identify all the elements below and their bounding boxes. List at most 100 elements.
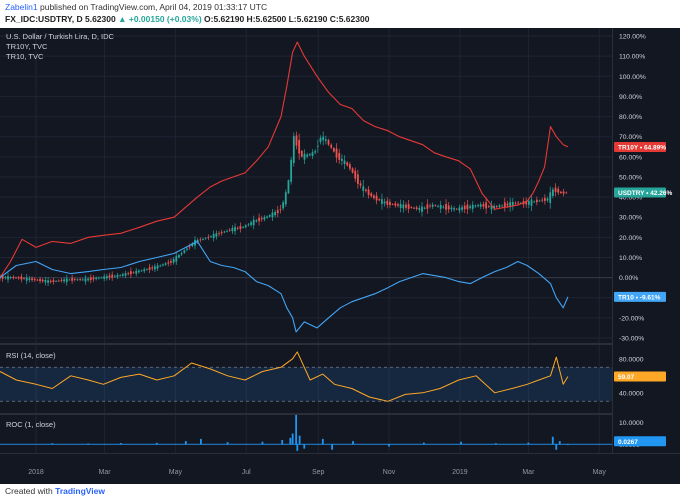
candle-body xyxy=(316,145,319,147)
candle-body xyxy=(343,160,346,164)
y-tick-label: 110.00% xyxy=(619,54,645,61)
candle-body xyxy=(156,265,159,269)
candle-body xyxy=(124,273,127,276)
candle-body xyxy=(359,183,362,186)
y-tick-label: 60.00% xyxy=(619,154,642,161)
candle-body xyxy=(186,248,188,250)
candle-body xyxy=(535,199,538,203)
roc-bar xyxy=(460,441,462,445)
candle-body xyxy=(453,208,455,210)
candle-body xyxy=(295,135,298,146)
roc-bar xyxy=(261,441,264,445)
candle-body xyxy=(319,137,322,142)
candle-body xyxy=(445,204,447,210)
candle-body xyxy=(276,210,279,214)
legend-roc: ROC (1, close) xyxy=(6,420,56,429)
roc-bar xyxy=(184,441,187,445)
publish-date: published on TradingView.com, April 04, … xyxy=(39,2,268,12)
candle-body xyxy=(210,236,212,238)
candle-body xyxy=(290,159,293,182)
price-change: ▲ +0.00150 (+0.03%) xyxy=(118,14,202,24)
candle-body xyxy=(327,140,330,145)
usdtry-badge: USDTRY • 42.26% xyxy=(618,190,673,197)
candle-body xyxy=(55,280,57,282)
candle-body xyxy=(263,217,266,220)
symbol-quote: FX_IDC:USDTRY, D 5.62300 ▲ +0.00150 (+0.… xyxy=(5,14,369,24)
tradingview-logo[interactable]: TradingView xyxy=(55,486,106,496)
x-axis-ticks: 2018 Mar May Jul Sep Nov 2019 Mar May xyxy=(28,469,606,476)
candle-body xyxy=(127,273,130,275)
y-axis-ticks: 120.00% 110.00% 100.00% 90.00% 80.00% 70.00% 6… xyxy=(619,34,646,449)
candle-body xyxy=(116,275,119,277)
rsi-line xyxy=(0,351,569,402)
candle-body xyxy=(167,262,170,264)
candle-body xyxy=(431,204,434,207)
candle-body xyxy=(565,192,568,194)
x-tick-label: 2018 xyxy=(28,469,44,476)
candle-body xyxy=(485,202,488,209)
last-value-badges: TR10Y • 64.89% USDTRY • 42.26% TR10 • -9.6… xyxy=(614,141,673,447)
roc-bar xyxy=(87,443,90,445)
candle-body xyxy=(36,279,39,281)
candle-body xyxy=(471,204,474,209)
candle-body xyxy=(73,279,76,280)
candle-body xyxy=(170,261,172,263)
candle-body xyxy=(271,212,274,218)
candle-body xyxy=(71,277,74,281)
tr10-badge-bg xyxy=(614,291,666,302)
candle-body xyxy=(450,207,453,210)
candle-body xyxy=(31,278,33,281)
candle-body xyxy=(346,162,349,166)
rsi-badge-bg xyxy=(614,371,666,382)
chart-area[interactable]: 120.00% 110.00% 100.00% 90.00% 80.00% 70.00% 6… xyxy=(0,28,680,484)
candle-body xyxy=(429,205,431,207)
candle-body xyxy=(218,233,220,235)
candle-body xyxy=(159,265,162,267)
roc-bar xyxy=(51,443,54,445)
last-price: 5.62300 xyxy=(84,14,116,24)
tr10y-badge-bg xyxy=(614,141,666,152)
roc-bar xyxy=(291,433,294,445)
candle-body xyxy=(413,207,415,209)
roc-bar xyxy=(555,444,558,450)
candle-body xyxy=(220,232,223,234)
candle-body xyxy=(7,276,9,280)
legend-usdtry: U.S. Dollar / Turkish Lira, D, IDC xyxy=(6,32,115,41)
candle-body xyxy=(330,144,333,148)
candle-body xyxy=(402,204,405,209)
roc-bar xyxy=(226,442,229,445)
candle-body xyxy=(399,204,402,209)
candle-body xyxy=(362,186,365,191)
roc-badge: 0.0267 xyxy=(618,439,638,446)
candle-body xyxy=(533,201,536,203)
author-link[interactable]: Zabelin1 xyxy=(5,2,38,12)
candle-body xyxy=(258,217,260,222)
roc-bar xyxy=(388,444,390,447)
candle-body xyxy=(239,226,242,229)
candle-body xyxy=(202,239,204,240)
candle-body xyxy=(79,279,82,280)
candle-body xyxy=(340,158,343,161)
candle-body xyxy=(242,227,244,228)
roc-bar xyxy=(289,437,292,445)
candle-body xyxy=(129,271,132,275)
candle-body xyxy=(132,272,135,274)
candle-body xyxy=(25,277,28,281)
candle-body xyxy=(164,263,167,265)
candle-body xyxy=(303,154,306,160)
candle-body xyxy=(20,276,23,280)
candle-body xyxy=(338,152,341,160)
candle-body xyxy=(365,189,367,192)
roc-bar xyxy=(281,440,284,445)
roc-tick-label: 10.0000 xyxy=(619,420,644,427)
legend-tr10: TR10, TVC xyxy=(6,52,44,61)
candle-body xyxy=(146,269,148,271)
candle-body xyxy=(89,277,92,281)
candle-body xyxy=(517,202,520,204)
candle-body xyxy=(461,207,463,210)
candle-body xyxy=(332,148,335,152)
rsi-band xyxy=(0,367,612,402)
candle-body xyxy=(247,224,250,226)
candle-body xyxy=(282,202,285,209)
x-tick-label: Sep xyxy=(312,469,325,476)
